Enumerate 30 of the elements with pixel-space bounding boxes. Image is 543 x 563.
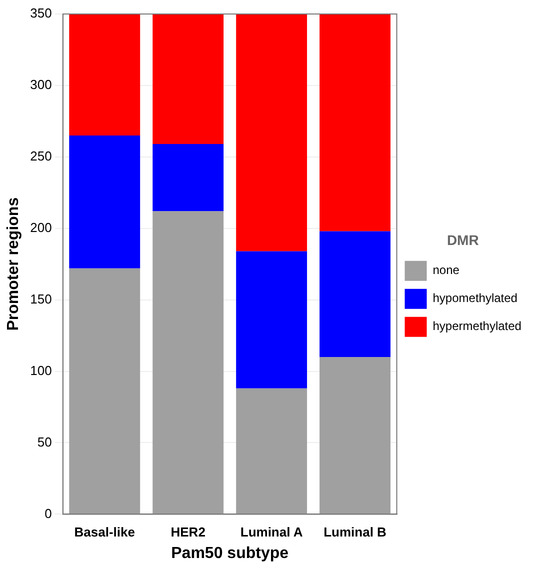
bar <box>236 388 308 514</box>
x-tick-label: Luminal B <box>324 524 386 540</box>
legend-label: hypermethylated <box>432 319 522 334</box>
y-axis-title: Promoter regions <box>5 197 22 331</box>
bar <box>152 14 224 144</box>
bar <box>152 144 224 212</box>
y-tick-label: 250 <box>30 148 52 164</box>
y-tick-label: 300 <box>30 77 52 92</box>
bar <box>69 14 140 136</box>
x-tick-label: Basal-like <box>74 524 135 540</box>
bar <box>69 268 140 514</box>
y-tick-label: 100 <box>30 362 52 378</box>
x-tick-label: HER2 <box>170 524 206 540</box>
x-axis-title: Pam50 subtype <box>171 544 289 562</box>
bar <box>320 356 390 514</box>
legend-title: DMR <box>446 232 479 248</box>
bar <box>236 251 308 388</box>
x-tick-label: Luminal A <box>240 524 304 540</box>
legend-label: none <box>432 263 460 278</box>
y-tick-label: 150 <box>30 291 52 306</box>
bar <box>320 14 390 232</box>
legend-label: hypomethylated <box>432 291 518 306</box>
y-tick-label: 50 <box>37 434 52 450</box>
y-tick-label: 350 <box>30 6 52 21</box>
bar <box>236 14 308 252</box>
bar <box>69 135 140 268</box>
y-tick-label: 0 <box>44 506 52 521</box>
y-tick-label: 200 <box>30 220 52 235</box>
bar <box>320 231 390 357</box>
bar <box>152 211 224 514</box>
